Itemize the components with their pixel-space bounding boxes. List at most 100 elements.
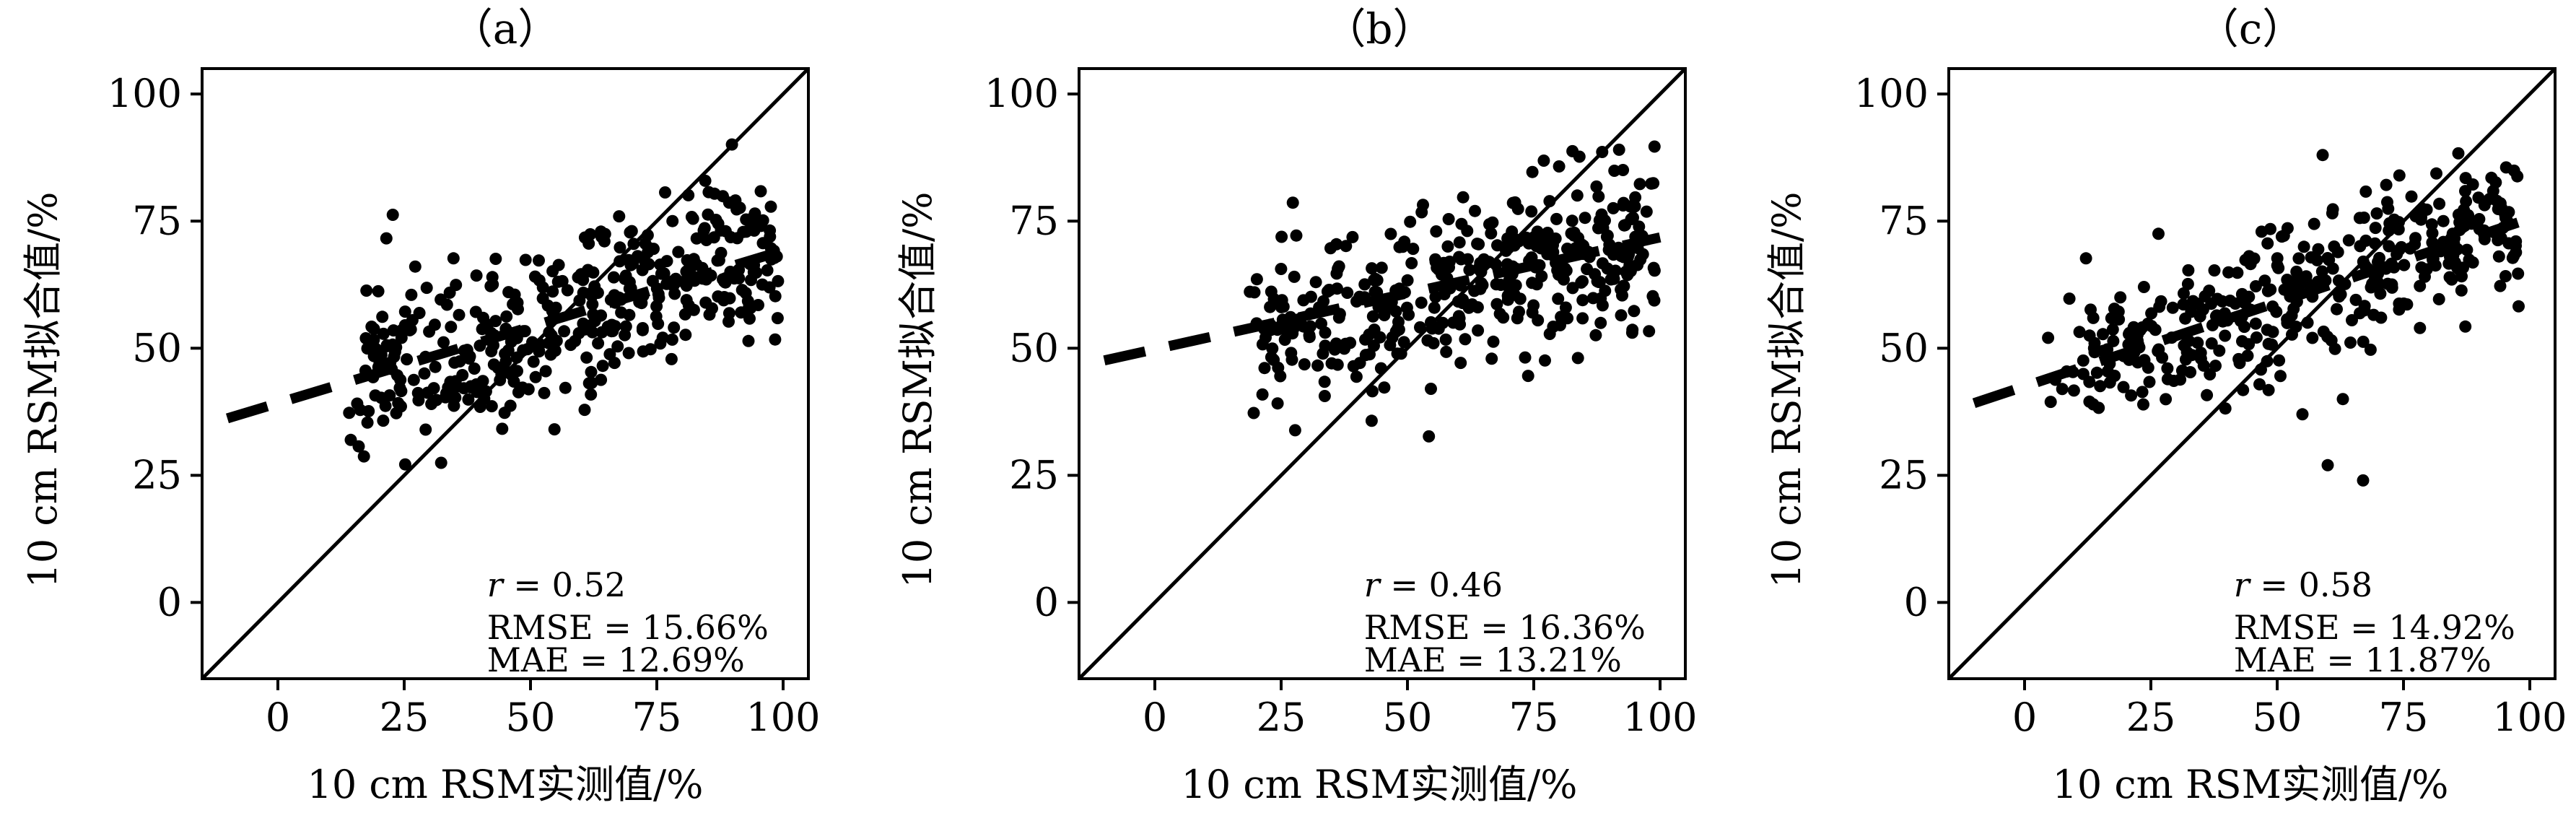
data-point <box>2205 337 2218 350</box>
data-point <box>756 237 769 250</box>
y-tick-label: 50 <box>1009 325 1059 370</box>
data-point <box>712 254 725 266</box>
data-point <box>559 381 572 394</box>
data-point <box>1612 143 1625 156</box>
data-point <box>1461 225 1474 238</box>
data-point <box>2131 334 2144 347</box>
data-point <box>375 391 388 404</box>
data-point <box>2249 317 2262 330</box>
data-point <box>2174 373 2187 386</box>
data-point <box>2306 331 2319 344</box>
data-point <box>2250 331 2263 344</box>
data-point <box>2255 225 2268 238</box>
data-point <box>1341 287 1354 299</box>
data-point <box>578 231 591 244</box>
data-point <box>582 265 595 278</box>
plot-frame <box>1078 67 1687 680</box>
data-point <box>437 336 450 349</box>
y-tick-label: 50 <box>132 325 182 370</box>
data-point <box>1607 201 1620 214</box>
data-point <box>1487 335 1500 348</box>
data-point <box>2077 368 2090 381</box>
data-point <box>2316 149 2329 162</box>
data-point <box>1459 333 1472 346</box>
data-point <box>435 293 447 306</box>
data-point <box>1358 278 1371 291</box>
data-point <box>2180 346 2193 359</box>
data-point <box>507 297 520 310</box>
data-point <box>380 232 393 245</box>
data-point <box>646 274 659 287</box>
data-point <box>1636 248 1649 261</box>
data-point <box>2161 362 2174 375</box>
data-point <box>2297 240 2310 253</box>
one-to-one-line <box>202 69 808 679</box>
data-point <box>1645 177 1658 190</box>
data-point <box>2398 258 2411 271</box>
data-point <box>2461 243 2474 256</box>
data-point <box>1290 229 1303 242</box>
data-point <box>2204 368 2217 381</box>
data-point <box>484 279 497 292</box>
data-point <box>527 355 540 368</box>
data-point <box>2108 303 2121 316</box>
data-point <box>485 344 498 357</box>
data-point <box>1589 329 1602 342</box>
data-point <box>533 345 546 358</box>
data-point <box>611 340 624 353</box>
data-point <box>2499 270 2512 282</box>
data-point <box>2512 267 2525 280</box>
data-point <box>1617 219 1630 232</box>
y-tick-label: 75 <box>1009 198 1059 243</box>
data-point <box>1366 262 1379 275</box>
data-point <box>2507 250 2520 263</box>
data-point <box>654 337 667 350</box>
data-point <box>2272 261 2285 274</box>
data-point <box>1648 140 1661 153</box>
plot-area-c: 0 25 50 75 100 0 25 50 75 100 r = 0.58 RMSE = 14.92… <box>1854 67 2567 740</box>
data-point <box>659 186 671 199</box>
data-point <box>380 339 393 352</box>
data-point <box>1629 191 1642 204</box>
data-point <box>1541 227 1554 239</box>
data-point <box>2499 161 2512 174</box>
data-point <box>367 323 380 336</box>
data-point <box>702 186 715 199</box>
data-point <box>1543 328 1556 340</box>
data-point <box>722 315 735 328</box>
data-point <box>2106 323 2119 336</box>
data-point <box>619 272 632 285</box>
data-point <box>447 252 460 265</box>
data-point <box>1350 370 1363 383</box>
data-point <box>706 302 718 315</box>
data-point <box>500 310 513 323</box>
data-point <box>1602 243 1615 256</box>
data-point <box>2229 297 2242 310</box>
data-point <box>2152 227 2165 240</box>
data-point <box>654 258 667 271</box>
data-point <box>419 423 432 436</box>
data-point <box>2296 408 2309 421</box>
data-point <box>2179 312 2192 325</box>
data-point <box>2485 171 2498 184</box>
data-point <box>376 310 389 323</box>
data-point <box>769 290 782 303</box>
data-point <box>533 254 545 267</box>
plot-area-a: 0 25 50 75 100 0 25 50 75 100 r = 0.52 RMSE = 15.66… <box>108 67 821 740</box>
scatter-points-a <box>343 138 785 471</box>
data-point <box>1535 270 1548 283</box>
x-tick-label: 0 <box>266 695 290 740</box>
x-tick-label: 100 <box>1623 695 1697 740</box>
data-point <box>1525 205 1538 218</box>
data-point <box>586 326 599 339</box>
data-point <box>2235 287 2248 300</box>
data-point <box>2160 393 2173 406</box>
data-point <box>1423 430 1436 443</box>
data-point <box>1378 381 1391 394</box>
data-point <box>2063 292 2076 305</box>
data-point <box>707 231 720 244</box>
data-point <box>1427 336 1440 349</box>
data-point <box>1258 362 1271 375</box>
data-point <box>2466 178 2479 191</box>
data-point <box>2136 386 2149 399</box>
